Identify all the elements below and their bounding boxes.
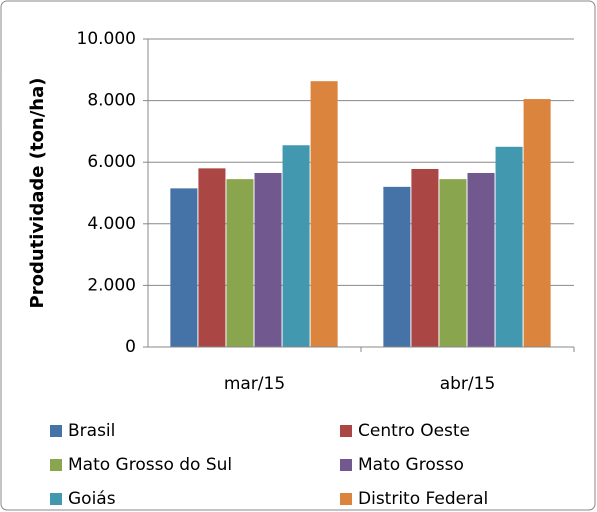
legend-label: Distrito Federal	[358, 489, 488, 509]
legend-swatch	[50, 425, 62, 437]
legend-label: Centro Oeste	[358, 421, 470, 441]
legend-swatch	[340, 493, 352, 505]
bar	[254, 172, 282, 347]
y-tick-label: 4.000	[87, 214, 136, 234]
bar	[198, 168, 226, 347]
bar	[170, 188, 198, 347]
y-tick-label: 8.000	[87, 91, 136, 111]
legend-swatch	[50, 493, 62, 505]
legend-label: Goiás	[68, 489, 116, 509]
bar	[226, 179, 254, 347]
legend-swatch	[340, 459, 352, 471]
x-tick-label: abr/15	[440, 374, 496, 394]
legend-swatch	[340, 425, 352, 437]
legend-swatch	[50, 459, 62, 471]
bar	[523, 99, 551, 347]
legend-label: Mato Grosso do Sul	[68, 455, 232, 475]
legend-label: Mato Grosso	[358, 455, 464, 475]
bar	[383, 186, 411, 347]
y-tick-label: 10.000	[77, 29, 136, 49]
y-tick-label: 2.000	[87, 275, 136, 295]
y-tick-label: 0	[125, 337, 136, 357]
bar	[310, 81, 338, 348]
x-tick-label: mar/15	[224, 374, 285, 394]
y-axis-label: Produtividade (ton/ha)	[27, 78, 48, 309]
bar	[467, 172, 495, 347]
bar	[282, 145, 310, 347]
legend-label: Brasil	[68, 421, 115, 441]
y-tick-label: 6.000	[87, 152, 136, 172]
bar	[495, 146, 523, 347]
bar	[411, 168, 439, 347]
bar	[439, 179, 467, 347]
